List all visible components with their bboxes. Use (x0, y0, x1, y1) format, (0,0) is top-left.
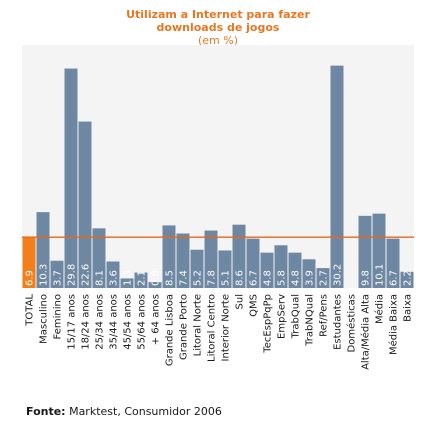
value-label-10: 8.5 (165, 270, 176, 286)
bar-20 (302, 259, 316, 288)
bar-0 (22, 237, 36, 288)
bar-3 (64, 68, 78, 288)
category-label-21: Ref/Pens (319, 294, 330, 337)
bar-21 (316, 268, 330, 288)
value-label-0: 6.9 (25, 270, 36, 286)
category-label-4: 18/24 anos (81, 294, 92, 350)
category-label-8: 55/64 anos (137, 294, 148, 350)
category-label-18: EmpServ (277, 294, 288, 339)
category-label-19: TrabQual (291, 294, 302, 339)
value-label-3: 29.8 (67, 264, 78, 286)
category-label-22: Estudantes (333, 294, 344, 350)
chart-area: 6.9 10.3 3.7 29.8 22.6 8.1 3.6 1.3 2.1 0.8 8.5 7.4 5… (16, 45, 420, 385)
bar-10 (162, 225, 176, 288)
bar-22 (330, 65, 344, 289)
value-label-21: 2.7 (319, 270, 330, 286)
category-label-25: Média (374, 294, 386, 324)
category-label-9: + 64 anos (151, 294, 162, 345)
category-label-20: TrabNQual (305, 294, 316, 347)
chart-subtitle: (em %) (197, 34, 238, 47)
category-label-15: Sul (235, 294, 246, 309)
bar-12 (190, 249, 204, 288)
value-label-9: 0.8 (151, 270, 162, 286)
value-label-8: 2.1 (137, 270, 148, 286)
bar-7 (120, 278, 134, 288)
category-label-26: Média Baixa (388, 294, 400, 355)
source-label: Fonte: (26, 405, 66, 418)
bar-8 (134, 272, 148, 288)
bar-4 (78, 121, 92, 288)
bar-2 (50, 260, 64, 288)
bar-13 (204, 230, 218, 288)
bar-25 (372, 213, 386, 288)
value-label-11: 7.4 (179, 270, 190, 286)
category-label-10: Grande Lisboa (165, 294, 176, 366)
category-label-2: Feminino (53, 294, 64, 339)
category-label-14: Interior Norte (221, 294, 232, 361)
value-label-14: 5.1 (221, 270, 232, 286)
value-label-24: 9.8 (361, 270, 372, 286)
chart-title-block: Utilizam a Internet para fazer downloads… (0, 8, 436, 47)
category-label-11: Grande Porto (179, 294, 190, 360)
value-label-20: 3.9 (305, 270, 316, 286)
bar-17 (260, 252, 274, 288)
category-label-24: Alta/Média Alta (360, 294, 372, 370)
value-label-1: 10.3 (39, 264, 50, 286)
value-label-4: 22.6 (81, 264, 92, 286)
bar-18 (274, 245, 288, 288)
value-label-5: 8.1 (95, 270, 106, 286)
source-note: Fonte: Marktest, Consumidor 2006 (26, 405, 222, 418)
value-label-12: 5.2 (193, 270, 204, 286)
category-label-5: 25/34 anos (95, 294, 106, 350)
value-label-17: 4.8 (263, 270, 274, 286)
value-label-7: 1.3 (123, 270, 134, 286)
bar-14 (218, 250, 232, 288)
bar-15 (232, 224, 246, 288)
value-label-18: 5.8 (277, 270, 288, 286)
bar-5 (92, 228, 106, 288)
category-label-16: QMS (249, 294, 260, 317)
value-label-16: 6.7 (249, 270, 260, 286)
value-label-2: 3.7 (53, 270, 64, 286)
bar-24 (358, 215, 372, 288)
value-label-22: 30.2 (333, 264, 344, 286)
value-label-19: 4.8 (291, 270, 302, 286)
bar-26 (386, 238, 400, 288)
category-label-23: Domésticas (346, 294, 358, 352)
category-label-7: 45/54 anos (123, 294, 134, 350)
category-label-27: Baixa (403, 294, 414, 322)
value-label-27: 2.2 (403, 270, 414, 286)
value-label-6: 3.6 (109, 270, 120, 286)
category-label-0: TOTAL (25, 294, 36, 327)
bar-chart: 6.9 10.3 3.7 29.8 22.6 8.1 3.6 1.3 2.1 0.8 8.5 7.4 5… (22, 65, 414, 370)
category-label-6: 35/44 anos (109, 294, 120, 350)
bar-11 (176, 233, 190, 288)
source-text: Marktest, Consumidor 2006 (69, 405, 222, 418)
category-label-3: 15/17 anos (67, 294, 78, 350)
bar-27 (400, 271, 414, 288)
chart-title-line-1: Utilizam a Internet para fazer (126, 8, 310, 21)
bar-19 (288, 252, 302, 288)
category-label-1: Masculino (39, 294, 50, 344)
bar-9 (148, 282, 162, 288)
bar-1 (36, 212, 50, 288)
value-label-13: 7.8 (207, 270, 218, 286)
bar-16 (246, 238, 260, 288)
chart-title-line-2: downloads de jogos (156, 21, 280, 34)
value-label-26: 6.7 (389, 270, 400, 286)
category-label-17: TecEspPqPp (263, 294, 274, 354)
value-label-25: 10.1 (375, 264, 386, 286)
value-label-15: 8.6 (235, 270, 246, 286)
bar-6 (106, 261, 120, 288)
category-label-13: Litoral Centro (207, 294, 218, 362)
category-label-12: Litoral Norte (193, 294, 204, 356)
